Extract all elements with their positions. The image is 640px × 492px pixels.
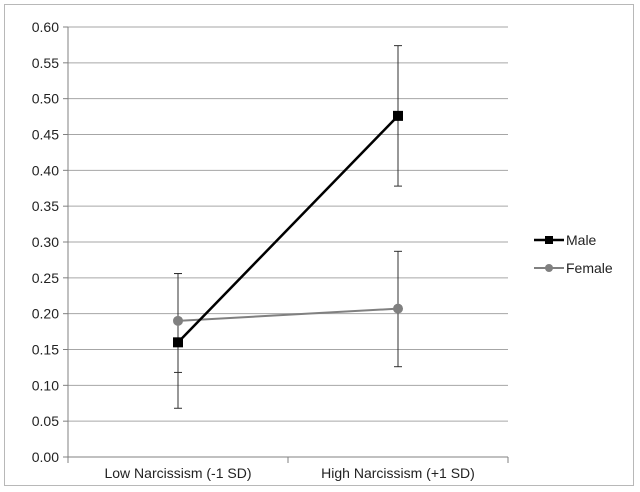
y-tick-label: 0.45 xyxy=(32,127,59,143)
y-tick-label: 0.50 xyxy=(32,91,59,107)
male-point xyxy=(393,110,403,121)
legend: Male Female xyxy=(534,232,613,276)
y-tick-label: 0.00 xyxy=(32,449,59,465)
y-tick-label: 0.40 xyxy=(32,162,59,178)
y-tick-label: 0.30 xyxy=(32,234,59,250)
error-bars xyxy=(174,45,402,409)
y-tick-label: 0.15 xyxy=(32,342,59,358)
series-lines xyxy=(173,110,403,348)
y-tick-label: 0.55 xyxy=(32,55,59,71)
male-point xyxy=(173,337,183,348)
male-legend-marker xyxy=(545,236,553,244)
x-category-label: High Narcissism (+1 SD) xyxy=(321,465,475,481)
y-tick-label: 0.05 xyxy=(32,413,59,429)
y-axis-ticks: 0.00 0.05 0.10 0.15 0.20 0.25 0.30 0.35 0.40 0.45… xyxy=(32,19,68,465)
y-tick-label: 0.35 xyxy=(32,198,59,214)
female-legend-label: Female xyxy=(566,260,613,276)
chart-frame xyxy=(4,4,634,486)
male-series-line xyxy=(177,114,399,344)
female-point xyxy=(393,303,403,314)
y-tick-label: 0.25 xyxy=(32,270,59,286)
x-axis-categories: Low Narcissism (-1 SD) High Narcissism (+… xyxy=(104,465,474,481)
y-tick-label: 0.20 xyxy=(32,306,59,322)
female-point xyxy=(173,315,183,326)
x-category-label: Low Narcissism (-1 SD) xyxy=(104,465,251,481)
y-tick-label: 0.10 xyxy=(32,377,59,393)
female-legend-marker xyxy=(545,264,553,272)
axes xyxy=(67,27,509,463)
female-series-line xyxy=(177,307,399,322)
y-tick-label: 0.60 xyxy=(32,19,59,35)
male-legend-label: Male xyxy=(566,232,597,248)
gridlines xyxy=(68,26,508,422)
